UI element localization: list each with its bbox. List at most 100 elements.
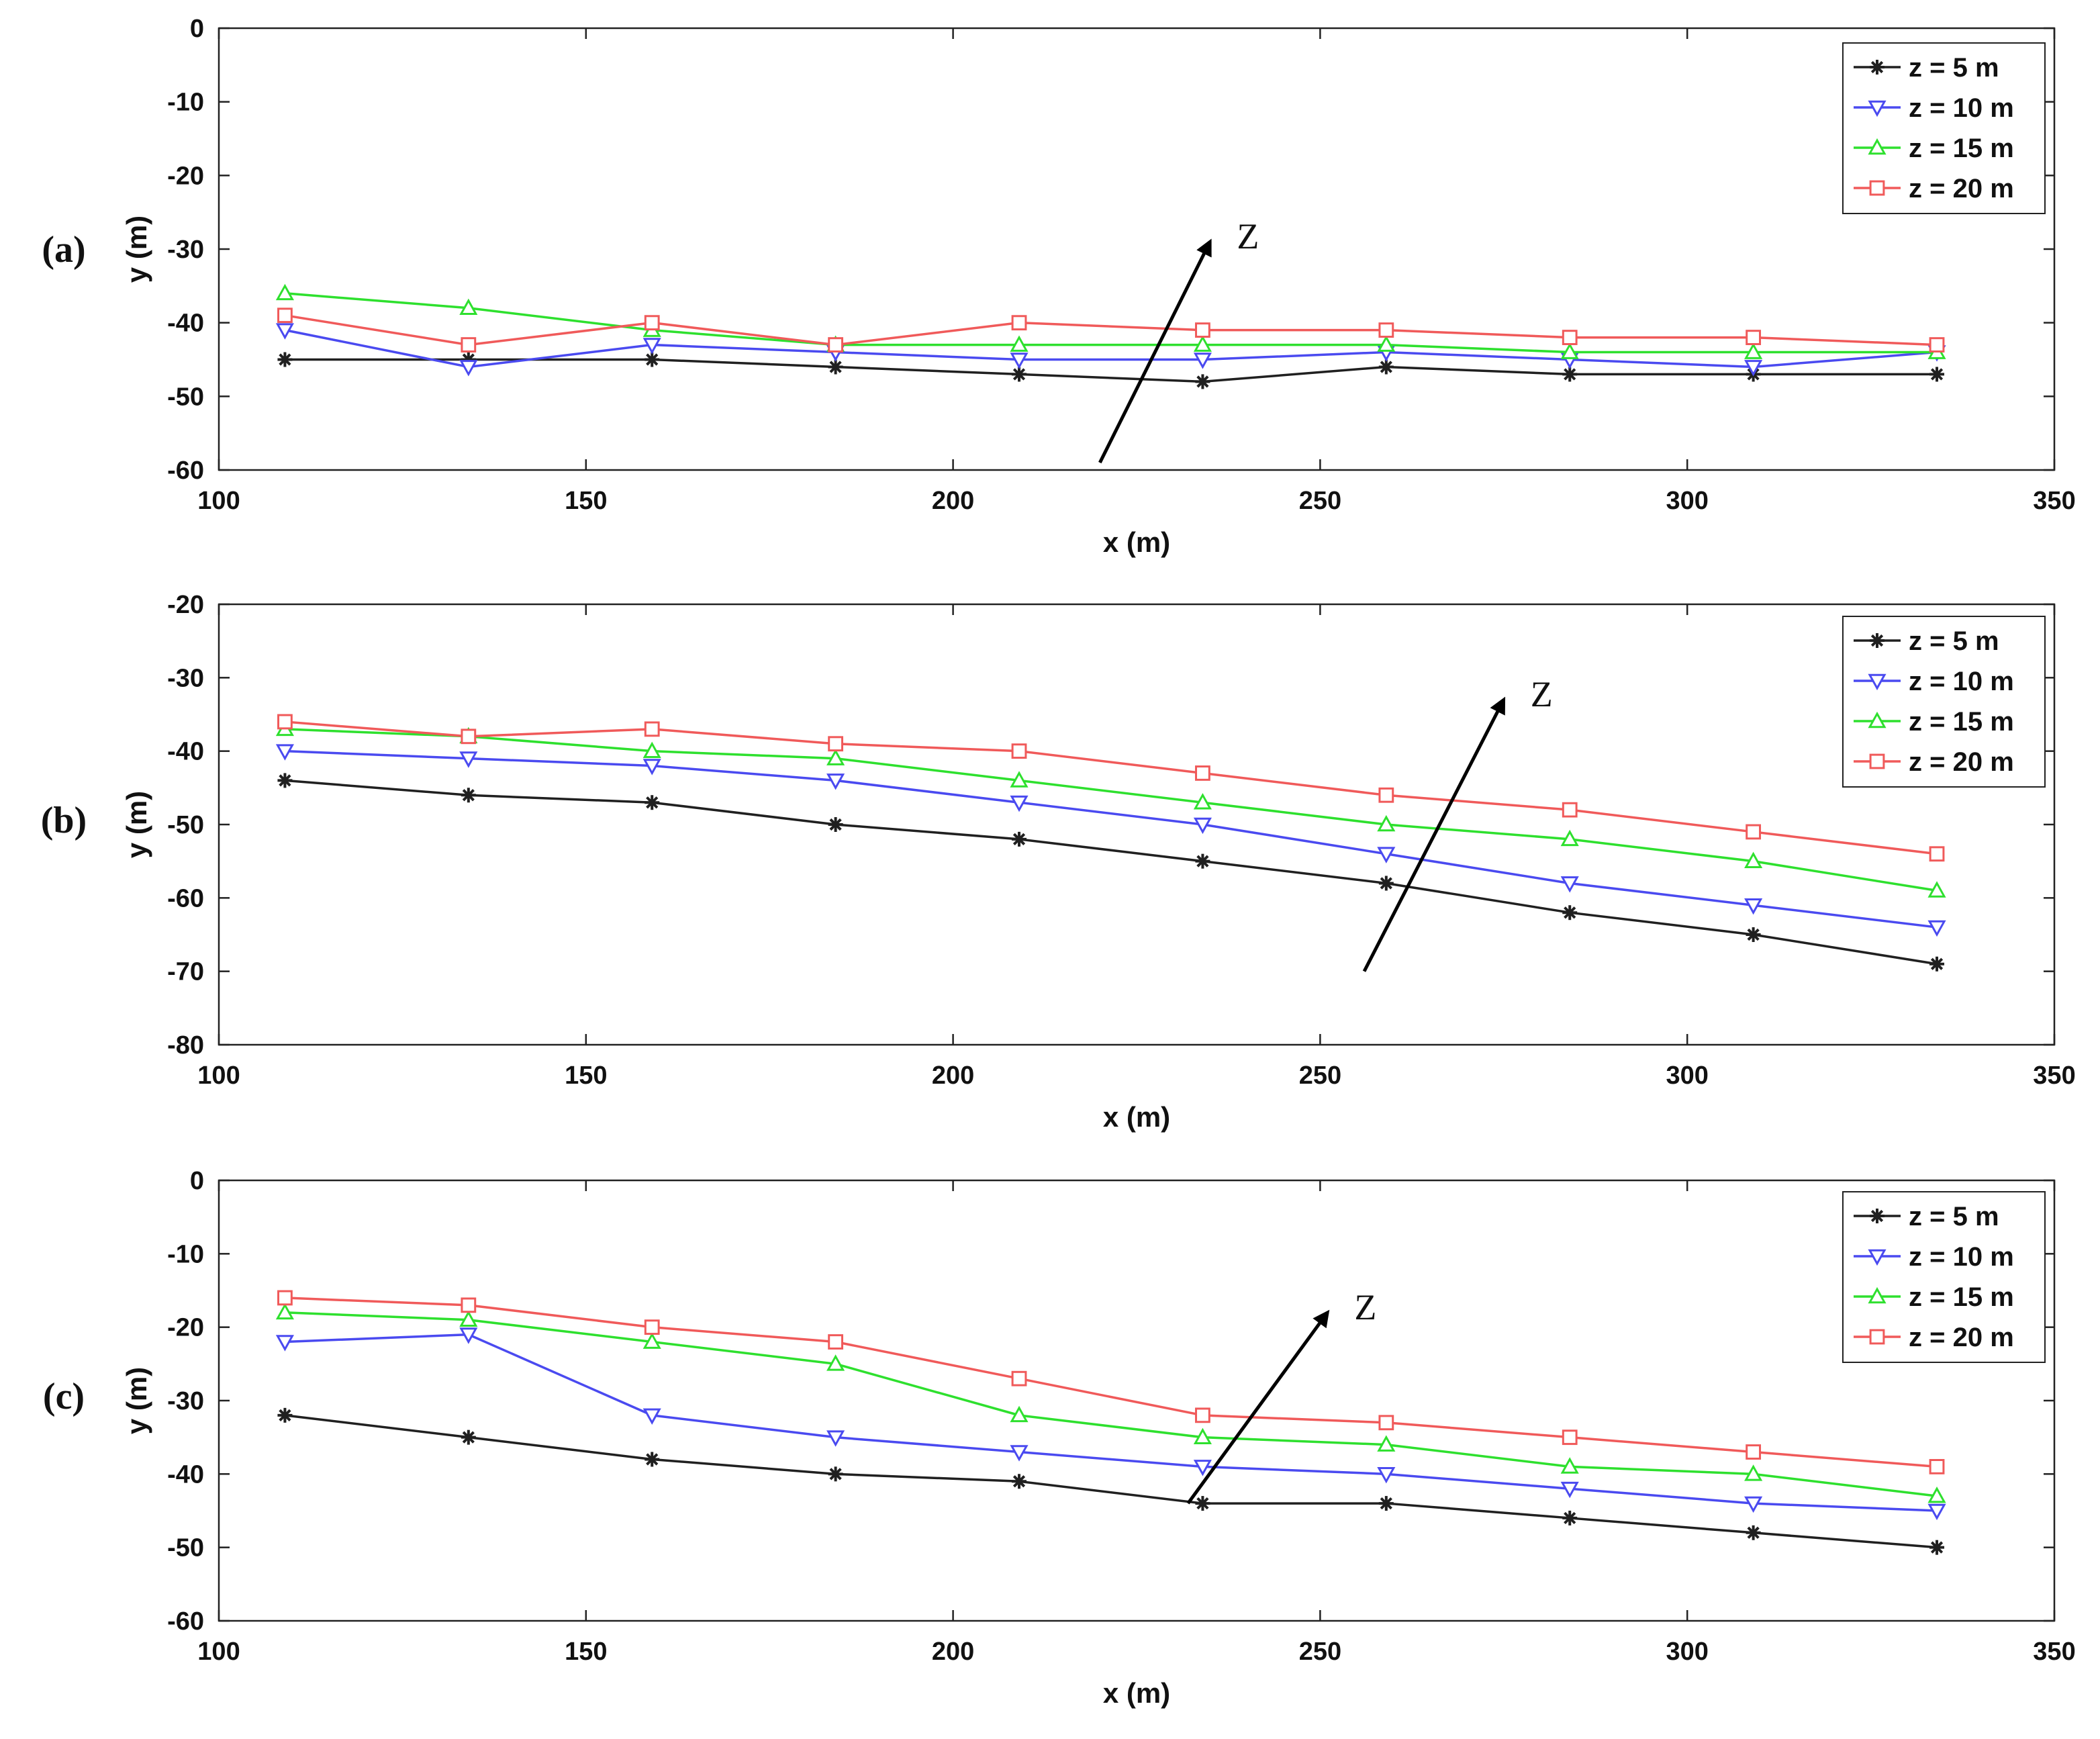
series-line xyxy=(285,314,1938,346)
data-point xyxy=(1562,905,1578,921)
series-1 xyxy=(277,352,1945,389)
panel-label: (b) xyxy=(41,800,87,841)
series-2 xyxy=(275,1327,1946,1521)
data-point xyxy=(1377,1467,1396,1484)
data-point xyxy=(1195,853,1210,869)
data-point xyxy=(1195,1496,1210,1511)
y-tick-label: -20 xyxy=(167,162,204,190)
y-axis-label: y (m) xyxy=(121,216,152,283)
data-point xyxy=(1378,1415,1394,1431)
y-tick-label: -30 xyxy=(167,1387,204,1415)
data-point xyxy=(645,1452,660,1467)
y-tick-label: -40 xyxy=(167,1460,204,1489)
x-tick-label: 200 xyxy=(932,1638,974,1666)
data-point xyxy=(275,1303,294,1320)
series-3 xyxy=(275,719,1946,898)
data-point xyxy=(1378,1496,1394,1511)
data-point xyxy=(1193,817,1212,835)
data-point xyxy=(1929,1459,1945,1474)
data-point xyxy=(1193,335,1212,352)
data-point xyxy=(1377,335,1396,352)
data-point xyxy=(1929,337,1945,352)
legend-item: z = 10 m xyxy=(1854,667,2014,696)
z-arrow-label: Z xyxy=(1237,216,1259,256)
y-tick-label: -50 xyxy=(167,1534,204,1562)
series-line xyxy=(285,1311,1938,1497)
legend-marker xyxy=(1869,753,1885,769)
data-point xyxy=(1378,359,1394,375)
legend-marker xyxy=(1869,180,1885,196)
legend-marker xyxy=(1870,633,1884,648)
legend-label: z = 5 m xyxy=(1909,1202,1999,1231)
data-point xyxy=(1929,846,1945,862)
legend-marker xyxy=(1870,60,1884,75)
data-point xyxy=(1378,876,1394,891)
data-point xyxy=(277,1290,293,1306)
series-1 xyxy=(277,1407,1945,1555)
data-point xyxy=(1010,352,1029,369)
legend-marker xyxy=(1869,1329,1885,1345)
x-tick-label: 300 xyxy=(1666,1062,1708,1090)
data-point xyxy=(1193,793,1212,810)
data-point xyxy=(1560,829,1579,847)
data-point xyxy=(1927,881,1946,898)
data-point xyxy=(1195,765,1210,781)
data-point xyxy=(826,773,845,790)
data-point xyxy=(645,795,660,810)
series-line xyxy=(285,728,1938,892)
data-point xyxy=(1562,367,1578,382)
data-point xyxy=(1744,342,1763,359)
data-point xyxy=(1746,824,1762,840)
x-tick-label: 150 xyxy=(565,1638,607,1666)
legend-label: z = 15 m xyxy=(1909,134,2014,163)
data-point xyxy=(275,744,294,761)
x-tick-label: 350 xyxy=(2033,1638,2075,1666)
data-point xyxy=(828,337,844,352)
series-line xyxy=(285,358,1938,383)
data-point xyxy=(459,751,478,768)
data-point xyxy=(642,741,661,758)
data-point xyxy=(1560,876,1579,893)
legend-marker xyxy=(1868,1286,1887,1304)
y-tick-label: -30 xyxy=(167,664,204,692)
plot-area xyxy=(218,27,2056,471)
legend-label: z = 10 m xyxy=(1909,93,2014,123)
panel-c: 100 150 200 250 300 350 0 -10 -20 -30 -40 -50 -60 x (… xyxy=(43,1167,2076,1709)
data-point xyxy=(1744,360,1763,377)
y-tick-label: -30 xyxy=(167,236,204,264)
panel-a: 100 150 200 250 300 350 0 -10 -20 -30 -40 -50 -60 x (… xyxy=(42,15,2075,558)
data-point xyxy=(1010,1445,1029,1462)
x-tick-label: 150 xyxy=(565,487,607,515)
data-point xyxy=(275,323,294,340)
data-point xyxy=(642,1332,661,1349)
z-arrow xyxy=(1362,696,1506,972)
series-3 xyxy=(275,1303,1946,1503)
series-4 xyxy=(277,308,1945,352)
series-line xyxy=(285,749,1938,929)
y-tick-label: -80 xyxy=(167,1031,204,1060)
x-tick-label: 100 xyxy=(197,487,240,515)
data-point xyxy=(1746,1444,1762,1460)
x-axis-label: x (m) xyxy=(1103,526,1170,558)
legend-label: z = 15 m xyxy=(1909,707,2014,737)
data-point xyxy=(459,1310,478,1327)
x-tick-label: 300 xyxy=(1666,1638,1708,1666)
data-point xyxy=(1195,322,1210,338)
data-point xyxy=(1744,1464,1763,1481)
data-point xyxy=(461,1297,477,1313)
y-tick-label: -40 xyxy=(167,310,204,338)
x-tick-label: 300 xyxy=(1666,487,1708,515)
panel-label: (a) xyxy=(42,229,85,271)
data-point xyxy=(1377,814,1396,832)
data-point xyxy=(1378,322,1394,338)
data-point xyxy=(1744,1496,1763,1513)
series-line xyxy=(285,292,1938,354)
data-point xyxy=(461,728,477,745)
data-point xyxy=(1010,771,1029,788)
data-point xyxy=(1011,315,1027,331)
legend-label: z = 15 m xyxy=(1909,1282,2014,1312)
data-point xyxy=(642,759,661,775)
x-tick-label: 200 xyxy=(932,487,974,515)
data-point xyxy=(1193,1427,1212,1444)
legend-label: z = 5 m xyxy=(1909,626,1999,656)
